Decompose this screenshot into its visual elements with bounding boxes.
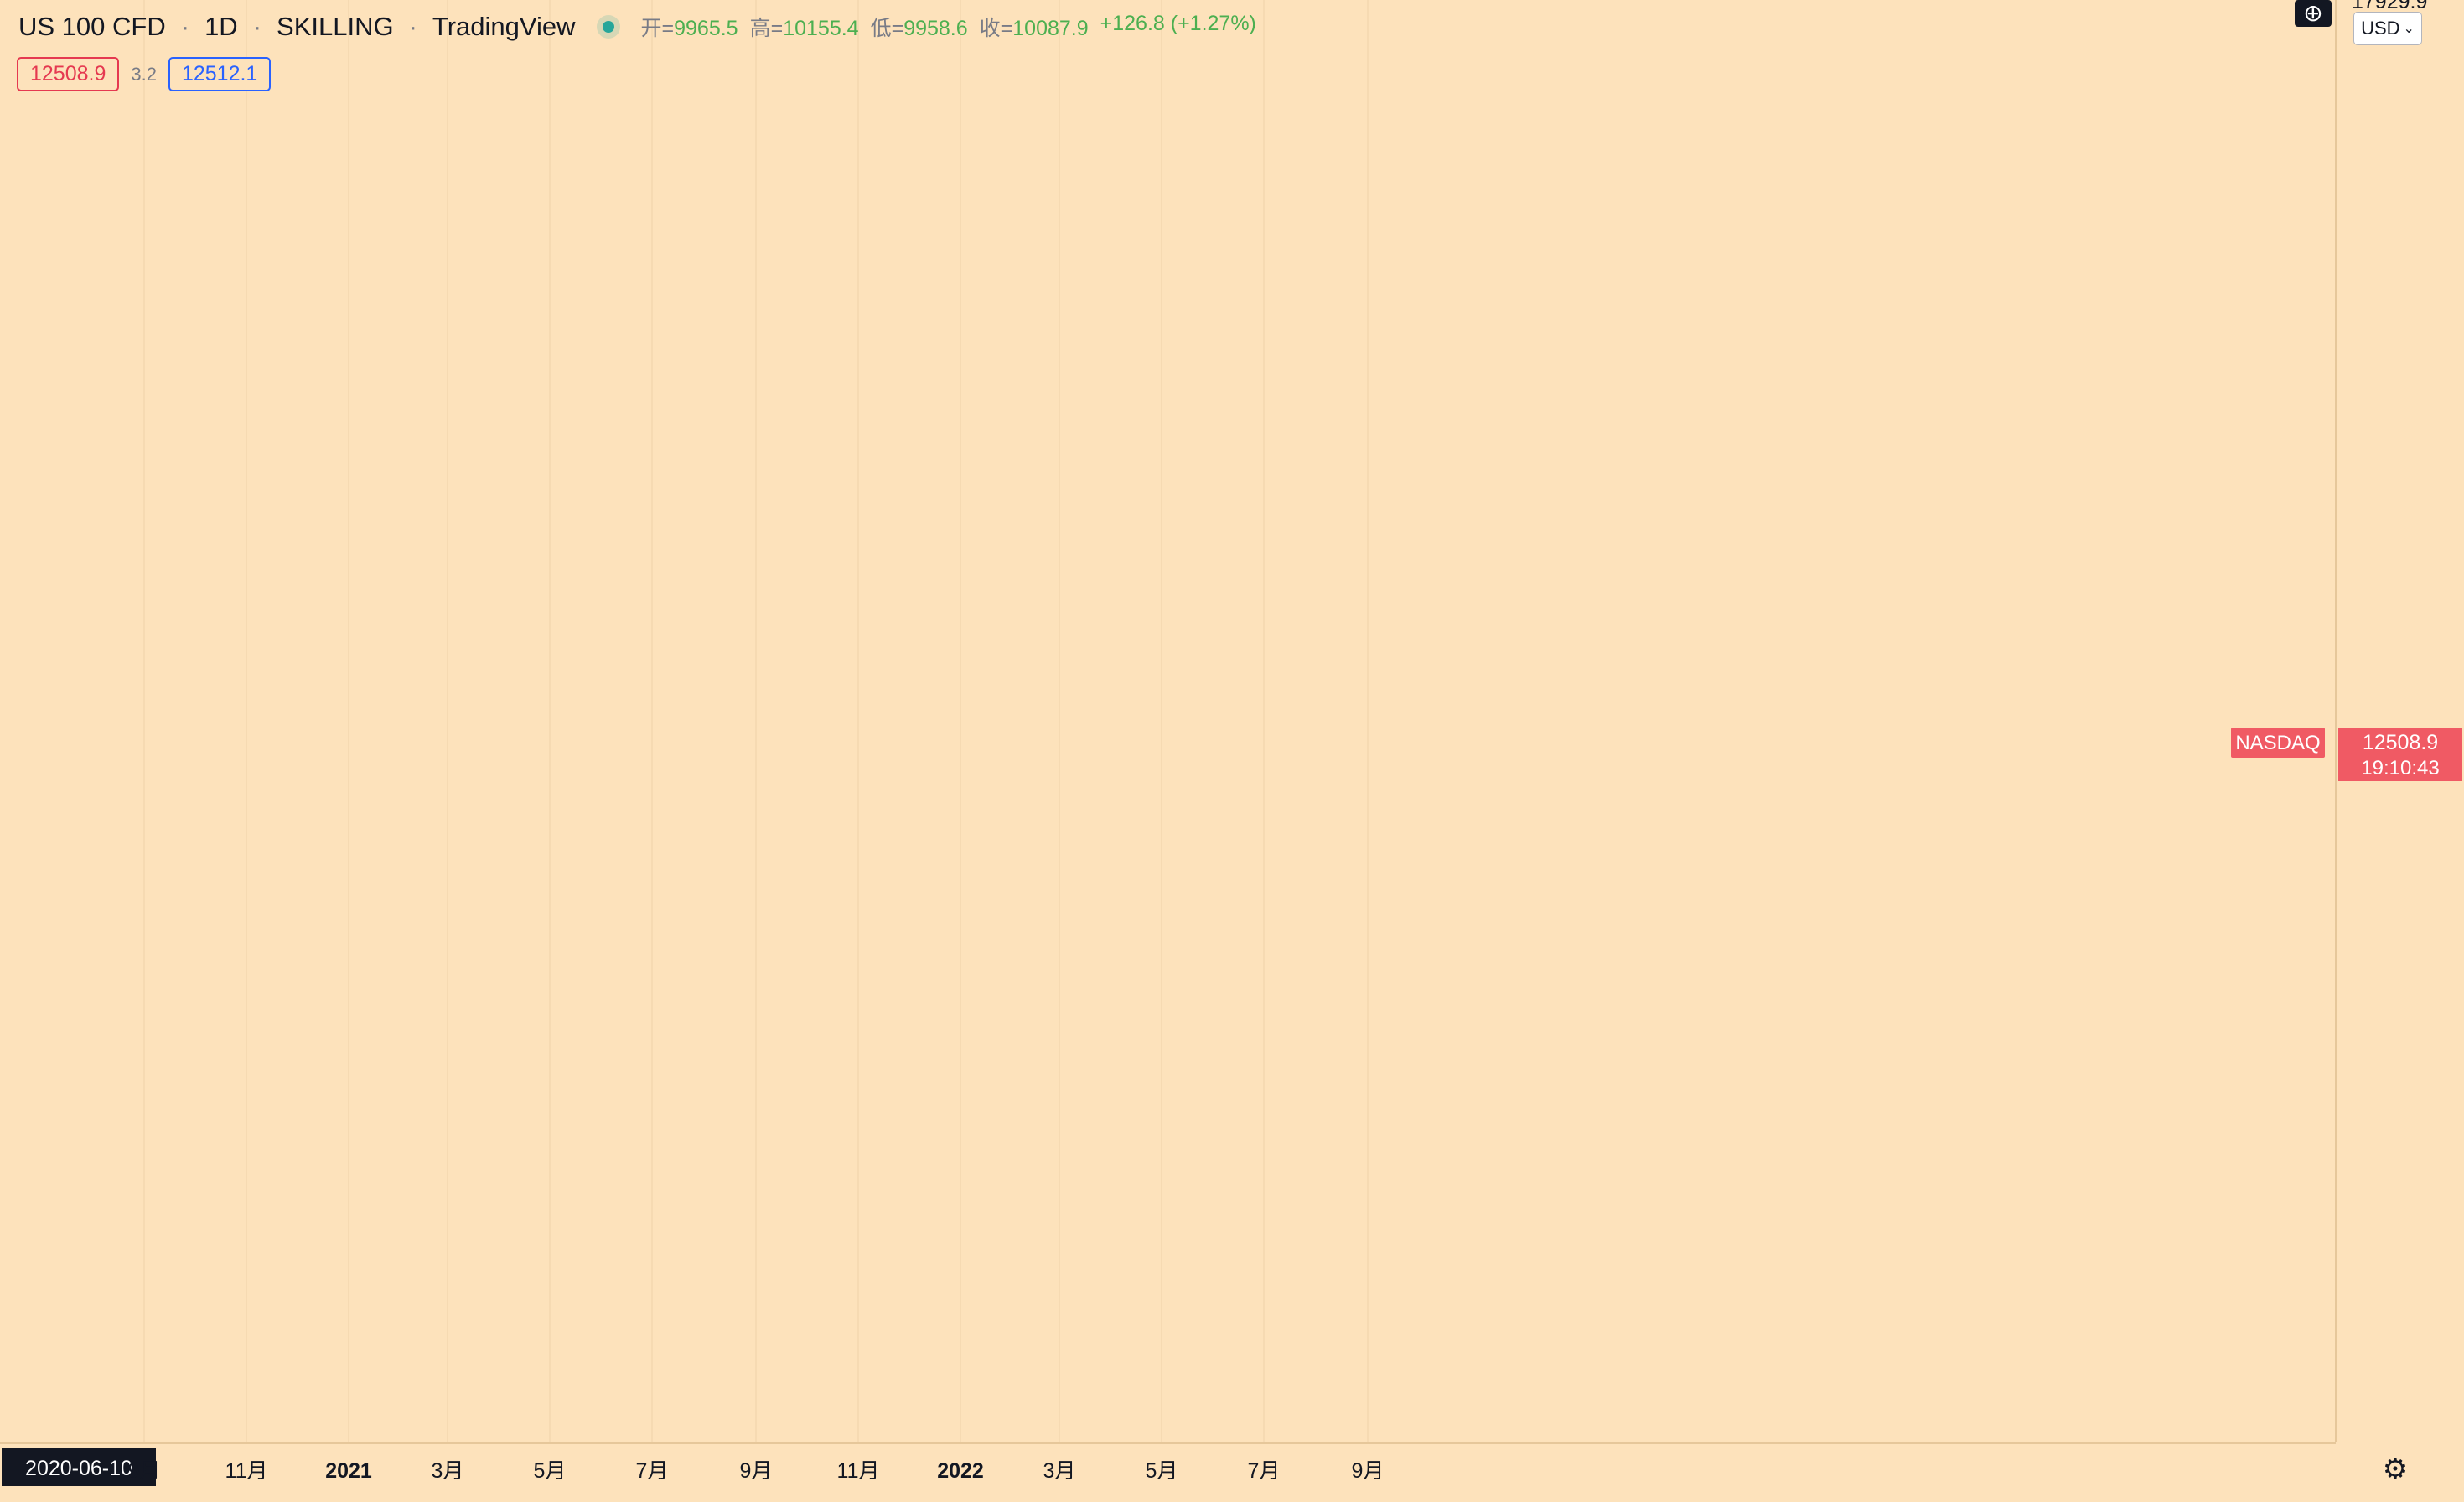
time-axis-label: 11月 bbox=[837, 1459, 880, 1483]
time-axis-label: 3月 bbox=[1043, 1459, 1076, 1483]
time-axis[interactable]: 2020-06-10 9月 11月 2021 3月 5月 7月 9月 11月 2022 3月 5月 7… bbox=[0, 1442, 2464, 1502]
grid bbox=[143, 0, 1369, 1442]
time-axis-label: 7月 bbox=[1248, 1459, 1281, 1483]
buy-price-button[interactable]: 12512.1 bbox=[168, 57, 272, 91]
plus-icon[interactable]: ⊕ bbox=[2295, 0, 2332, 27]
price-tag-value: 12508.9 bbox=[2363, 731, 2438, 754]
time-axis-label: 11月 bbox=[225, 1459, 268, 1483]
ohlc-open: 9965.5 bbox=[674, 17, 738, 40]
sell-price-button[interactable]: 12508.9 bbox=[17, 57, 120, 91]
ohlc-low: 9958.6 bbox=[903, 17, 968, 40]
price-axis-bg bbox=[2336, 0, 2464, 1454]
time-axis-bg bbox=[0, 1442, 2464, 1502]
platform-label: TradingView bbox=[432, 12, 576, 41]
price-axis-top-partial: 17929.9 bbox=[2352, 0, 2427, 13]
symbol-header: US 100 CFD · 1D · SKILLING · TradingView… bbox=[18, 12, 1256, 41]
ohlc-change: +126.8 (+1.27%) bbox=[1100, 12, 1256, 35]
time-axis-label: 9月 bbox=[128, 1459, 161, 1483]
symbol-name[interactable]: US 100 CFD bbox=[18, 12, 166, 41]
interval-label[interactable]: 1D bbox=[204, 12, 238, 41]
time-axis-label: 5月 bbox=[534, 1459, 567, 1483]
bid-ask-row: 12508.9 3.2 12512.1 bbox=[17, 57, 272, 91]
broker-label: SKILLING bbox=[277, 12, 394, 41]
symbol-tag-label: NASDAQ bbox=[2235, 732, 2320, 754]
ohlc-values: 开=9965.5 高=10155.4 低=9958.6 收=10087.9 +1… bbox=[640, 12, 1256, 40]
time-cursor-label: 2020-06-10 bbox=[25, 1457, 132, 1480]
currency-dropdown[interactable]: USD ⌄ bbox=[2353, 12, 2422, 45]
ohlc-high: 10155.4 bbox=[783, 17, 859, 40]
time-axis-label: 3月 bbox=[432, 1459, 464, 1483]
time-axis-label: 2021 bbox=[325, 1459, 372, 1483]
price-tag-countdown: 19:10:43 bbox=[2361, 757, 2439, 779]
spread-value: 3.2 bbox=[131, 63, 157, 85]
price-axis[interactable]: 17929.9 17200.016400.015600.015100.01460… bbox=[2335, 0, 2464, 1454]
gear-icon[interactable]: ⚙ bbox=[2382, 1453, 2409, 1485]
ohlc-close: 10087.9 bbox=[1012, 17, 1089, 40]
last-price-tag: NASDAQ 12508.9 19:10:43 bbox=[2231, 728, 2462, 781]
time-cursor-box bbox=[2, 1448, 156, 1486]
time-axis-label: 9月 bbox=[1352, 1459, 1385, 1483]
time-axis-label: 9月 bbox=[740, 1459, 773, 1483]
time-axis-label: 2022 bbox=[937, 1459, 984, 1483]
price-tag-bg bbox=[2338, 728, 2462, 781]
chevron-down-icon: ⌄ bbox=[2403, 22, 2415, 36]
market-status-icon bbox=[602, 21, 614, 33]
symbol-tag-bg bbox=[2231, 728, 2325, 758]
time-axis-label: 7月 bbox=[636, 1459, 669, 1483]
time-axis-label: 5月 bbox=[1146, 1459, 1178, 1483]
